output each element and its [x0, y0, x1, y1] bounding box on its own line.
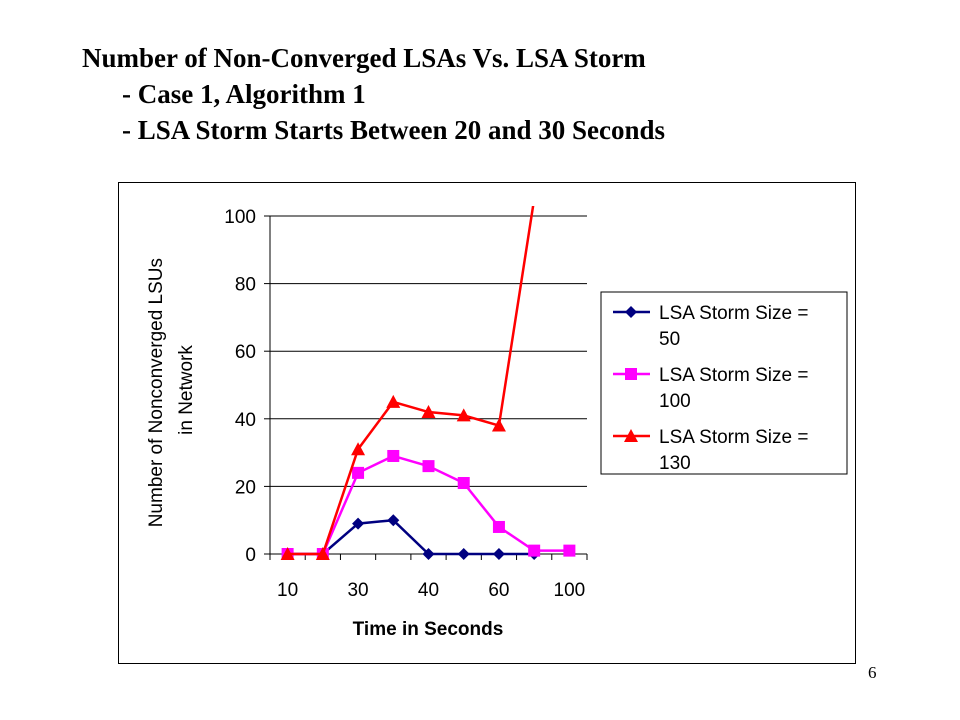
- x-axis-ticks: 10 30 40 60 100: [269, 554, 588, 601]
- page-number: 6: [868, 663, 877, 682]
- legend-item-lsa-storm-size-50-label-line-2: 50: [659, 329, 680, 350]
- plot-area: [270, 216, 587, 554]
- series-lsa-storm-size-130-point-2-marker: [351, 442, 366, 456]
- slide-subtitle-storm: - LSA Storm Starts Between 20 and 30 Sec…: [122, 115, 666, 145]
- y-tick-label-20: 20: [235, 477, 256, 498]
- y-axis-ticks: 0 20 40 60 80 100: [224, 207, 270, 566]
- y-tick-label-100: 100: [224, 207, 256, 228]
- series-lsa-storm-size-100-point-2-marker: [352, 466, 365, 479]
- series-lsa-storm-size-100-point-6-marker: [492, 520, 505, 533]
- series-lsa-storm-size-130-point-6-marker: [491, 418, 506, 432]
- legend-item-lsa-storm-size-130-label: LSA Storm Size = 130: [659, 427, 808, 474]
- legend-item-lsa-storm-size-130-label-line-2: 130: [659, 453, 691, 474]
- series-lsa-storm-size-130-point-5-marker: [456, 408, 471, 422]
- series-lsa-storm-size-130-point-0-marker: [280, 547, 295, 560]
- series-lsa-storm-size-100-point-3-marker: [387, 449, 400, 462]
- y-tick-label-80: 80: [235, 275, 256, 296]
- y-tick-label-40: 40: [235, 410, 256, 431]
- series-lsa-storm-size-100: [281, 449, 576, 560]
- x-tick-label-60: 60: [488, 580, 509, 601]
- series-lsa-storm-size-100-point-7-marker: [528, 544, 541, 557]
- series-lsa-storm-size-50-point-6-marker: [492, 548, 505, 560]
- legend-item-lsa-storm-size-130-marker: [624, 429, 638, 442]
- x-tick-label-10: 10: [277, 580, 298, 601]
- x-tick-label-40: 40: [418, 580, 439, 601]
- series-lsa-storm-size-50-point-3-marker: [387, 514, 400, 527]
- series-lsa-storm-size-50-point-2-marker: [352, 517, 365, 530]
- legend-item-lsa-storm-size-50-label: LSA Storm Size = 50: [659, 303, 808, 350]
- legend-item-lsa-storm-size-100-marker: [625, 368, 637, 380]
- series-lsa-storm-size-100-point-8-marker: [563, 544, 576, 557]
- series-lsa-storm-size-100-point-5-marker: [457, 477, 470, 490]
- x-tick-label-30: 30: [347, 580, 368, 601]
- legend-item-lsa-storm-size-50-label-line-1: LSA Storm Size =: [659, 303, 808, 324]
- series-lsa-storm-size-100-point-4-marker: [422, 460, 435, 473]
- y-axis-title-line-1: Number of Nonconverged LSUs: [146, 258, 167, 527]
- series-lsa-storm-size-130-point-3-marker: [386, 394, 401, 408]
- slide-subtitle-case: - Case 1, Algorithm 1: [122, 79, 366, 109]
- series-lsa-storm-size-130-point-4-marker: [421, 405, 436, 419]
- slide-title-block: Number of Non-Converged LSAs Vs. LSA Sto…: [82, 40, 665, 148]
- y-axis-title-line-2: in Network: [176, 345, 197, 435]
- y-tick-label-0: 0: [245, 545, 256, 566]
- legend-item-lsa-storm-size-130-label-line-1: LSA Storm Size =: [659, 427, 808, 448]
- legend-item-lsa-storm-size-100-label-line-1: LSA Storm Size =: [659, 365, 808, 386]
- legend-item-lsa-storm-size-100-label-line-2: 100: [659, 391, 691, 412]
- x-tick-label-100: 100: [554, 580, 586, 601]
- series-group: [280, 206, 576, 560]
- series-lsa-storm-size-50-point-4-marker: [422, 548, 435, 560]
- legend-box: [600, 291, 848, 475]
- y-tick-label-60: 60: [235, 342, 256, 363]
- x-axis-title: Time in Seconds: [353, 619, 504, 640]
- slide-title: Number of Non-Converged LSAs Vs. LSA Sto…: [82, 43, 646, 73]
- series-lsa-storm-size-130-point-1-marker: [315, 547, 330, 560]
- plot-area-background: [270, 216, 587, 554]
- legend-item-lsa-storm-size-100-label: LSA Storm Size = 100: [659, 365, 808, 412]
- y-axis-title: Number of Nonconverged LSUs in Network: [146, 253, 197, 528]
- legend-item-lsa-storm-size-50-marker: [625, 306, 637, 318]
- series-lsa-storm-size-130-line: [287, 206, 535, 556]
- gridlines: [270, 215, 587, 487]
- series-lsa-storm-size-130: [280, 206, 535, 560]
- series-lsa-storm-size-50-point-5-marker: [457, 548, 470, 560]
- line-chart: 0 20 40 60 80 100 10 30 40 60 100 Number of Nonco…: [118, 182, 856, 664]
